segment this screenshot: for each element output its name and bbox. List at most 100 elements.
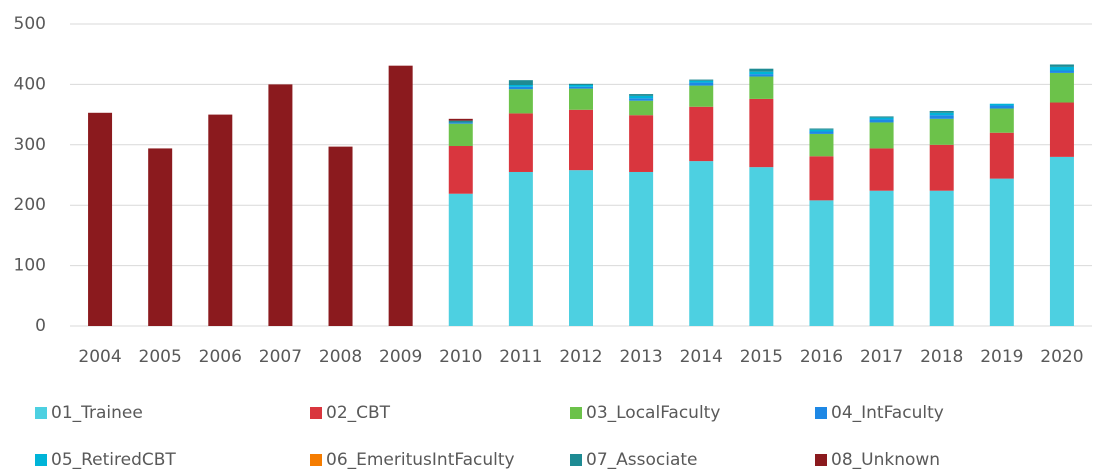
- bar-segment: [328, 146, 353, 326]
- x-tick-label: 2016: [800, 347, 843, 367]
- x-tick-label: 2010: [439, 347, 482, 367]
- bar-segment: [809, 128, 834, 130]
- x-tick-label: 2005: [139, 347, 182, 367]
- x-tick-label: 2020: [1040, 347, 1083, 367]
- bar-segment: [508, 89, 533, 114]
- bar-segment: [1049, 72, 1074, 103]
- bar-segment: [268, 84, 293, 327]
- legend-swatch: [815, 407, 827, 419]
- bar-segment: [448, 120, 473, 123]
- bar-segment: [809, 200, 834, 326]
- y-tick-label: 200: [14, 195, 46, 215]
- legend-label: 05_RetiredCBT: [51, 450, 176, 470]
- bar-segment: [1049, 70, 1074, 73]
- x-tick-label: 2014: [680, 347, 723, 367]
- bar-segment: [749, 76, 774, 99]
- legend-label: 08_Unknown: [831, 450, 940, 470]
- bar-segment: [508, 86, 533, 90]
- bar-segment: [1049, 64, 1074, 67]
- bar-segment: [569, 85, 593, 87]
- x-tick-label: 2019: [980, 347, 1023, 367]
- bar-segment: [869, 119, 894, 123]
- legend-swatch: [570, 407, 582, 419]
- y-tick-label: 0: [35, 316, 46, 336]
- bar-segment: [989, 178, 1014, 326]
- x-tick-label: 2017: [860, 347, 903, 367]
- bar-segment: [749, 74, 774, 77]
- bar-segment: [629, 95, 654, 99]
- bar-segment: [809, 131, 834, 134]
- bar-segment: [989, 132, 1014, 179]
- legend-label: 01_Trainee: [51, 403, 143, 423]
- legend-swatch: [570, 454, 582, 466]
- bar-segment: [629, 98, 654, 101]
- bar-segment: [869, 190, 894, 326]
- bar-segment: [689, 161, 714, 326]
- bar-segment: [929, 110, 954, 113]
- bar-segment: [508, 80, 533, 86]
- bar-segment: [929, 190, 954, 326]
- bar-segment: [629, 100, 654, 116]
- x-tick-label: 2007: [259, 347, 302, 367]
- legend-label: 04_IntFaculty: [831, 403, 944, 423]
- legend-swatch: [815, 454, 827, 466]
- y-tick-label: 300: [14, 135, 46, 155]
- bar-segment: [869, 117, 894, 120]
- x-tick-label: 2009: [379, 347, 422, 367]
- x-tick-label: 2012: [559, 347, 602, 367]
- bar-segment: [929, 144, 954, 191]
- bar-segment: [1049, 156, 1074, 326]
- bar-segment: [809, 129, 834, 132]
- bar-segment: [569, 109, 593, 171]
- legend-swatch: [310, 407, 322, 419]
- bar-segment: [689, 80, 714, 83]
- bar-segment: [448, 122, 473, 124]
- bar-segment: [148, 148, 173, 326]
- bar-segment: [749, 167, 774, 326]
- x-tick-label: 2013: [619, 347, 662, 367]
- bar-segment: [208, 114, 233, 326]
- x-tick-label: 2006: [199, 347, 242, 367]
- legend-label: 03_LocalFaculty: [586, 403, 720, 423]
- bar-segment: [689, 85, 714, 107]
- bar-segment: [448, 123, 473, 147]
- bar-segment: [929, 118, 954, 145]
- bar-segment: [749, 98, 774, 168]
- bar-segment: [809, 156, 834, 201]
- y-tick-label: 500: [14, 14, 46, 34]
- bar-segment: [929, 115, 954, 119]
- bar-segment: [1049, 66, 1074, 71]
- x-tick-label: 2018: [920, 347, 963, 367]
- bar-segment: [869, 122, 894, 149]
- y-tick-label: 100: [14, 256, 46, 276]
- bar-segment: [629, 115, 654, 172]
- bar-segment: [629, 171, 654, 326]
- legend-swatch: [310, 454, 322, 466]
- legend-label: 07_Associate: [586, 450, 698, 470]
- bar-segment: [569, 170, 593, 326]
- bar-segment: [989, 108, 1014, 133]
- bar-segment: [1049, 102, 1074, 157]
- legend-swatch: [35, 407, 47, 419]
- x-tick-label: 2004: [78, 347, 121, 367]
- bar-segment: [508, 113, 533, 172]
- bar-segment: [869, 148, 894, 191]
- bar-segment: [448, 118, 473, 121]
- legend-label: 06_EmeritusIntFaculty: [326, 450, 515, 470]
- bar-segment: [929, 112, 954, 116]
- x-tick-label: 2015: [740, 347, 783, 367]
- x-tick-label: 2011: [499, 347, 542, 367]
- bar-segment: [569, 83, 593, 86]
- bar-segment: [88, 112, 113, 327]
- bar-segment: [689, 106, 714, 162]
- x-tick-label: 2008: [319, 347, 362, 367]
- bar-segment: [388, 65, 413, 327]
- legend-label: 02_CBT: [326, 403, 391, 423]
- bar-segment: [689, 82, 714, 86]
- bar-segment: [448, 146, 473, 194]
- bar-segment: [989, 103, 1014, 106]
- y-tick-label: 400: [14, 74, 46, 94]
- bar-segment: [869, 116, 894, 118]
- bar-segment: [689, 79, 714, 81]
